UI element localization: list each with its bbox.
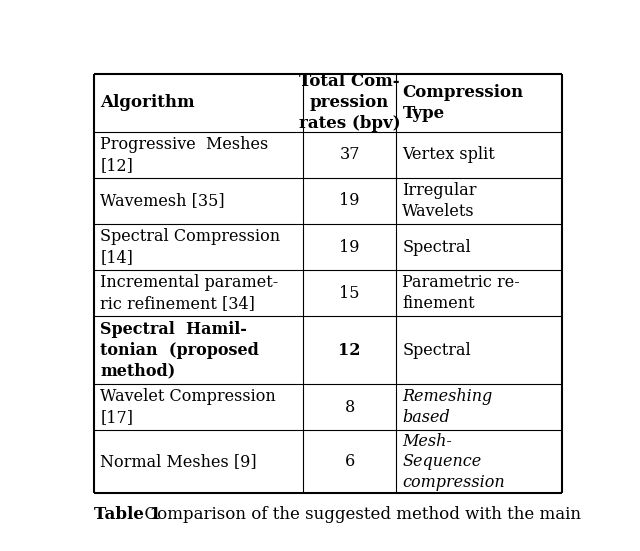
Text: 6: 6 (344, 453, 355, 471)
Text: Parametric re-
finement: Parametric re- finement (403, 274, 520, 312)
Text: Table 1: Table 1 (94, 506, 161, 523)
Text: Remeshing
based: Remeshing based (403, 388, 493, 426)
Text: Irregular
Wavelets: Irregular Wavelets (403, 182, 477, 220)
Text: Wavelet Compression
[17]: Wavelet Compression [17] (100, 388, 276, 426)
Text: Spectral: Spectral (403, 239, 471, 256)
Text: Spectral: Spectral (403, 342, 471, 359)
Text: Incremental paramet-
ric refinement [34]: Incremental paramet- ric refinement [34] (100, 274, 278, 312)
Text: Spectral  Hamil-
tonian  (proposed
method): Spectral Hamil- tonian (proposed method) (100, 321, 259, 380)
Text: Spectral Compression
[14]: Spectral Compression [14] (100, 228, 280, 266)
Text: Total Com-
pression
rates (bpv): Total Com- pression rates (bpv) (299, 73, 401, 132)
Text: 19: 19 (339, 192, 360, 209)
Text: Algorithm: Algorithm (100, 94, 195, 111)
Text: Progressive  Meshes
[12]: Progressive Meshes [12] (100, 136, 268, 174)
Text: Vertex split: Vertex split (403, 146, 495, 163)
Text: 15: 15 (339, 285, 360, 302)
Text: Normal Meshes [9]: Normal Meshes [9] (100, 453, 257, 471)
Text: 37: 37 (339, 146, 360, 163)
Text: 12: 12 (339, 342, 361, 359)
Text: 8: 8 (344, 399, 355, 416)
Text: Wavemesh [35]: Wavemesh [35] (100, 192, 225, 209)
Text: Mesh-
Sequence
compression: Mesh- Sequence compression (403, 433, 505, 491)
Text: 19: 19 (339, 239, 360, 256)
Text: Comparison of the suggested method with the main: Comparison of the suggested method with … (134, 506, 581, 523)
Text: Compression
Type: Compression Type (403, 84, 524, 122)
